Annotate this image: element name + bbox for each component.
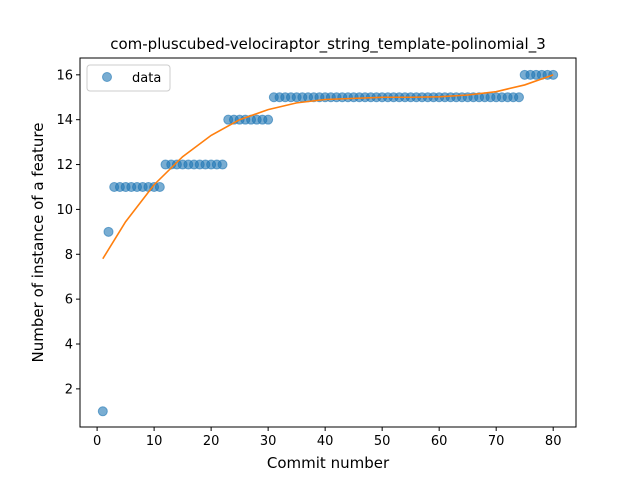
y-tick-label: 4 — [65, 338, 73, 353]
legend-box — [86, 64, 171, 92]
x-tick-label: 50 — [374, 434, 391, 449]
legend: data — [86, 64, 171, 92]
data-point — [97, 406, 108, 417]
x-tick-label: 10 — [146, 434, 163, 449]
x-axis: 0 10 20 30 40 50 60 70 80 — [93, 427, 562, 449]
x-axis-label: Commit number — [267, 454, 390, 472]
data-point — [154, 181, 165, 192]
data-point — [513, 92, 524, 103]
fit-line — [102, 74, 554, 260]
x-tick-label: 40 — [317, 434, 334, 449]
y-tick-label: 12 — [56, 158, 73, 173]
y-tick-label: 14 — [56, 113, 73, 128]
x-tick-label: 30 — [260, 434, 277, 449]
x-tick-label: 70 — [488, 434, 505, 449]
legend-label-data: data — [132, 71, 161, 86]
x-tick-label: 60 — [431, 434, 448, 449]
y-tick-label: 10 — [56, 203, 73, 218]
y-tick-label: 2 — [65, 382, 73, 397]
chart-title: com-pluscubed-velociraptor_string_templa… — [110, 35, 546, 54]
data-point — [263, 114, 274, 125]
x-tick-label: 80 — [545, 434, 562, 449]
y-tick-label: 16 — [56, 68, 73, 83]
legend-marker — [102, 72, 112, 82]
data-point — [103, 226, 114, 237]
y-tick-label: 8 — [65, 248, 73, 263]
x-tick-label: 0 — [93, 434, 101, 449]
x-tick-label: 20 — [203, 434, 220, 449]
y-axis-label: Number of instance of a feature — [29, 123, 47, 363]
data-point — [217, 159, 228, 170]
plot-area — [97, 69, 559, 417]
plot-frame — [79, 57, 577, 428]
y-axis: 2 4 6 8 10 12 14 16 — [56, 68, 80, 397]
y-tick-label: 6 — [65, 293, 73, 308]
